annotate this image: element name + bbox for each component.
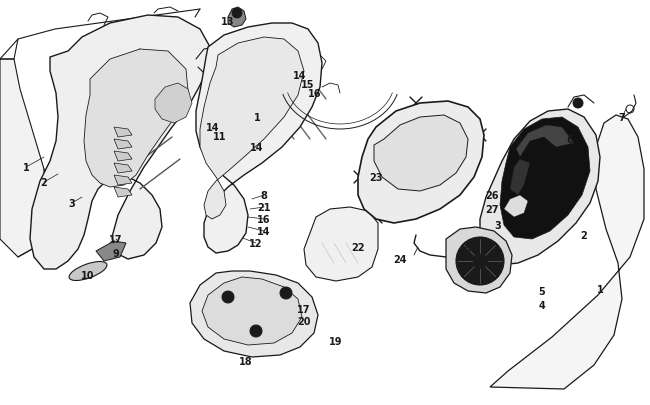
Ellipse shape [69,262,107,281]
Polygon shape [190,271,318,357]
Polygon shape [196,24,322,254]
Polygon shape [114,188,132,198]
Text: 15: 15 [301,80,315,90]
Text: 4: 4 [539,300,545,310]
Polygon shape [0,60,50,257]
Circle shape [573,99,583,109]
Text: 3: 3 [69,198,75,209]
Polygon shape [155,84,192,124]
Text: 14: 14 [293,71,307,81]
Text: 14: 14 [250,143,264,153]
Circle shape [225,294,231,300]
Circle shape [466,247,494,275]
Polygon shape [114,151,132,162]
Circle shape [222,291,234,303]
Text: 8: 8 [261,190,267,200]
Text: 24: 24 [393,254,407,264]
Circle shape [283,290,289,296]
Polygon shape [228,8,246,28]
Polygon shape [358,102,484,224]
Text: 13: 13 [221,17,235,27]
Text: 10: 10 [81,270,95,280]
Text: 14: 14 [257,226,271,237]
Circle shape [456,237,504,285]
Polygon shape [500,118,590,239]
Text: 16: 16 [308,89,322,99]
Text: 7: 7 [619,113,625,123]
Text: 6: 6 [567,135,573,145]
Polygon shape [114,128,132,138]
Polygon shape [114,164,132,174]
Text: 1: 1 [254,113,261,123]
Polygon shape [114,175,132,185]
Text: 19: 19 [330,336,343,346]
Text: 2: 2 [41,177,47,188]
Polygon shape [84,50,188,188]
Circle shape [253,328,259,334]
Polygon shape [304,207,378,281]
Text: 26: 26 [486,190,499,200]
Text: 16: 16 [257,215,271,224]
Text: 14: 14 [206,123,220,133]
Text: 3: 3 [495,220,501,230]
Circle shape [250,325,262,337]
Polygon shape [30,16,210,269]
Text: 12: 12 [249,239,263,248]
Polygon shape [504,196,528,217]
Text: 2: 2 [580,230,588,241]
Polygon shape [202,277,302,345]
Polygon shape [96,241,126,261]
Text: 11: 11 [213,132,227,142]
Text: 9: 9 [112,248,120,258]
Polygon shape [490,116,644,389]
Polygon shape [446,228,512,293]
Text: 17: 17 [109,234,123,244]
Text: 1: 1 [23,162,29,173]
Circle shape [280,287,292,299]
Text: 21: 21 [257,202,271,213]
Text: 5: 5 [539,286,545,296]
Text: 20: 20 [297,316,311,326]
Polygon shape [114,140,132,149]
Circle shape [474,256,486,267]
Polygon shape [510,160,530,196]
Text: 17: 17 [297,304,311,314]
Text: 23: 23 [369,173,383,183]
Circle shape [232,9,242,19]
Text: 27: 27 [486,205,499,215]
Text: 25: 25 [462,243,474,252]
Polygon shape [374,116,468,192]
Polygon shape [480,110,600,265]
Polygon shape [516,126,574,158]
Text: 1: 1 [597,284,603,294]
Polygon shape [200,38,304,220]
Text: 22: 22 [351,243,365,252]
Text: 18: 18 [239,356,253,366]
